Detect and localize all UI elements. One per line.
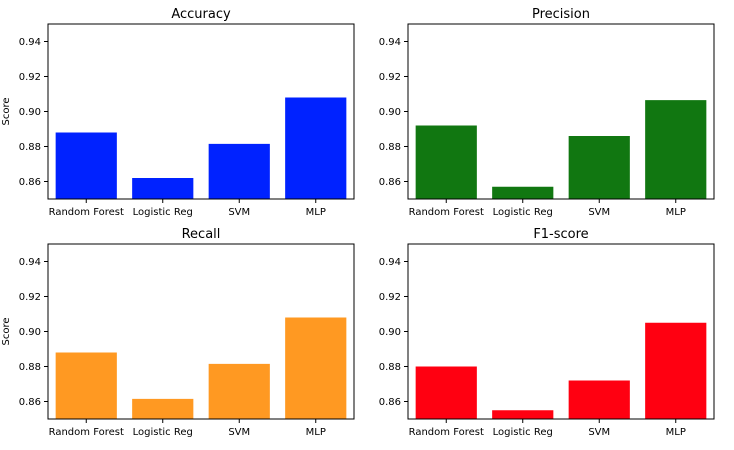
- y-tick-label: 0.86: [19, 397, 41, 408]
- bar-1: [415, 366, 477, 419]
- y-tick-label: 0.90: [379, 107, 401, 118]
- y-tick-label: 0.88: [19, 362, 41, 373]
- bar-2: [132, 178, 194, 199]
- y-tick-label: 0.90: [379, 327, 401, 338]
- x-tick-label: MLP: [666, 427, 686, 438]
- bar-2: [492, 410, 554, 419]
- x-tick-label: Random Forest: [49, 207, 124, 218]
- y-tick-label: 0.94: [379, 257, 401, 268]
- x-tick-label: SVM: [588, 207, 610, 218]
- bar-3: [208, 363, 270, 419]
- y-axis-label: Score: [1, 97, 12, 125]
- bar-4: [285, 317, 347, 419]
- y-tick-label: 0.92: [379, 292, 401, 303]
- x-tick-label: SVM: [228, 427, 250, 438]
- bar-3: [568, 136, 630, 199]
- chart-title: F1-score: [533, 227, 588, 242]
- bar-3: [208, 143, 270, 199]
- y-tick-label: 0.88: [19, 142, 41, 153]
- x-tick-label: MLP: [306, 427, 326, 438]
- y-tick-label: 0.94: [19, 37, 41, 48]
- chart-title: Accuracy: [171, 7, 231, 22]
- chart-title: Recall: [182, 227, 221, 242]
- y-tick-label: 0.92: [379, 72, 401, 83]
- chart-panel-2: 0.86 0.88 0.90 0.92 0.94 Random Forest Logisti…: [379, 7, 715, 218]
- x-tick-label: Logistic Reg: [133, 427, 193, 438]
- bar-1: [55, 132, 117, 199]
- x-tick-label: Logistic Reg: [133, 207, 193, 218]
- chart-panel-1: 0.86 0.88 0.90 0.92 0.94 Random Forest Logisti…: [1, 7, 355, 218]
- y-tick-label: 0.90: [19, 107, 41, 118]
- x-tick-label: Logistic Reg: [493, 207, 553, 218]
- bar-2: [132, 398, 194, 419]
- y-axis-label: Score: [1, 317, 12, 345]
- bar-1: [415, 125, 477, 199]
- y-tick-label: 0.86: [379, 397, 401, 408]
- x-tick-label: Logistic Reg: [493, 427, 553, 438]
- y-tick-label: 0.90: [19, 327, 41, 338]
- y-tick-label: 0.94: [379, 37, 401, 48]
- y-tick-label: 0.88: [379, 142, 401, 153]
- bar-4: [645, 322, 707, 419]
- bar-4: [285, 97, 347, 199]
- bar-2: [492, 186, 554, 199]
- chart-panel-4: 0.86 0.88 0.90 0.92 0.94 Random Forest Logisti…: [379, 227, 715, 438]
- x-tick-label: Random Forest: [409, 207, 484, 218]
- y-tick-label: 0.88: [379, 362, 401, 373]
- y-tick-label: 0.86: [379, 177, 401, 188]
- y-tick-label: 0.92: [19, 72, 41, 83]
- x-tick-label: SVM: [588, 427, 610, 438]
- bar-4: [645, 100, 707, 199]
- x-tick-label: SVM: [228, 207, 250, 218]
- bar-1: [55, 352, 117, 419]
- x-tick-label: Random Forest: [49, 427, 124, 438]
- chart-panel-3: 0.86 0.88 0.90 0.92 0.94 Random Forest Logisti…: [1, 227, 355, 438]
- y-tick-label: 0.86: [19, 177, 41, 188]
- x-tick-label: MLP: [306, 207, 326, 218]
- x-tick-label: MLP: [666, 207, 686, 218]
- y-tick-label: 0.94: [19, 257, 41, 268]
- y-tick-label: 0.92: [19, 292, 41, 303]
- x-tick-label: Random Forest: [409, 427, 484, 438]
- chart-title: Precision: [532, 7, 590, 22]
- bar-3: [568, 380, 630, 419]
